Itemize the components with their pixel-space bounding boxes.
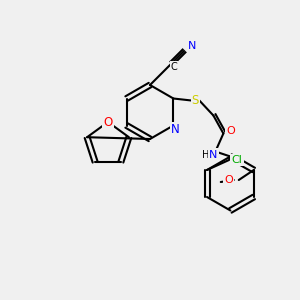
Text: H: H (202, 149, 209, 160)
Text: Cl: Cl (232, 155, 242, 165)
Text: C: C (171, 62, 177, 72)
Text: N: N (188, 41, 196, 51)
Text: O: O (226, 127, 235, 136)
Text: S: S (192, 94, 199, 107)
Text: N: N (209, 149, 218, 160)
Text: O: O (224, 175, 233, 185)
Text: N: N (171, 123, 180, 136)
Text: O: O (103, 116, 112, 128)
